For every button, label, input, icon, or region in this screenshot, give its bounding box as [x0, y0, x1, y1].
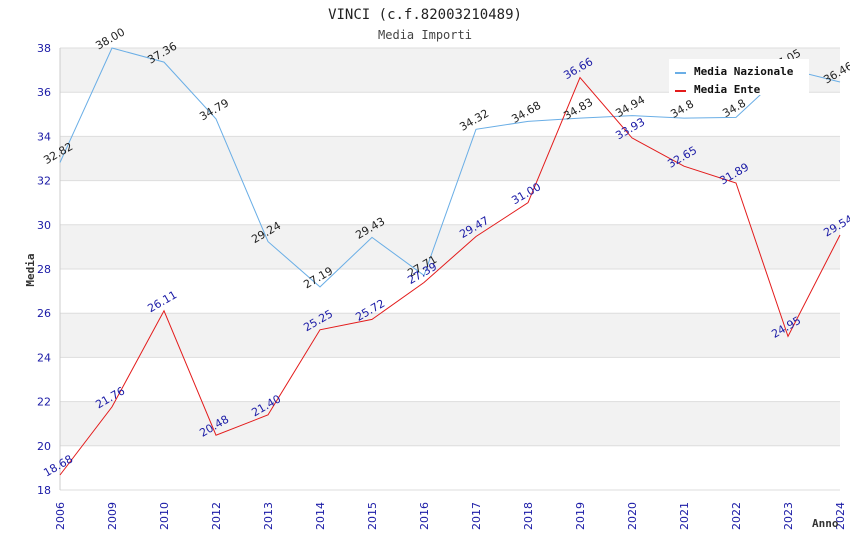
- x-tick-label: 2010: [158, 502, 171, 530]
- chart-title: VINCI (c.f.82003210489): [328, 7, 522, 23]
- x-tick-label: 2021: [678, 502, 691, 530]
- x-tick-label: 2013: [262, 502, 275, 530]
- y-tick-label: 26: [37, 307, 51, 320]
- plot-band: [60, 136, 840, 181]
- y-tick-label: 32: [37, 175, 51, 188]
- y-tick-label: 38: [37, 42, 51, 55]
- y-tick-label: 34: [37, 130, 51, 143]
- legend-label-nazionale: Media Nazionale: [694, 65, 794, 78]
- y-tick-label: 24: [37, 351, 51, 364]
- plot-band: [60, 401, 840, 446]
- x-tick-label: 2022: [730, 502, 743, 530]
- x-tick-label: 2014: [314, 502, 327, 530]
- x-tick-label: 2024: [834, 502, 847, 530]
- plot-band: [60, 224, 840, 269]
- x-tick-label: 2012: [210, 502, 223, 530]
- legend: Media Nazionale Media Ente: [669, 59, 809, 96]
- y-axis-ticks: 18 20 22 24 26 28 30 32 34 36 38: [37, 42, 51, 497]
- grid-lines: [59, 47, 840, 491]
- legend-label-ente: Media Ente: [694, 83, 761, 96]
- series-line-nazionale: [59, 47, 841, 288]
- x-axis-ticks: 2006 2009 2010 2012 2013 2014 2015 2016 2017 2018…: [54, 502, 847, 530]
- y-tick-label: 28: [37, 263, 51, 276]
- x-tick-label: 2019: [574, 502, 587, 530]
- series-lines: [59, 47, 841, 476]
- x-tick-label: 2015: [366, 502, 379, 530]
- x-tick-label: 2017: [470, 502, 483, 530]
- x-tick-label: 2023: [782, 502, 795, 530]
- y-tick-label: 20: [37, 440, 51, 453]
- x-tick-label: 2009: [106, 502, 119, 530]
- y-tick-label: 30: [37, 219, 51, 232]
- x-tick-label: 2018: [522, 502, 535, 530]
- chart-subtitle: Media Importi: [378, 28, 472, 42]
- legend-box: [669, 59, 809, 95]
- series-line-ente: [59, 76, 841, 476]
- y-tick-label: 22: [37, 396, 51, 409]
- y-tick-label: 36: [37, 86, 51, 99]
- y-axis-title: Media: [24, 253, 37, 286]
- plot-band: [60, 313, 840, 358]
- y-tick-label: 18: [37, 484, 51, 497]
- x-axis-title: Anno: [812, 517, 839, 530]
- x-tick-label: 2016: [418, 502, 431, 530]
- x-tick-label: 2020: [626, 502, 639, 530]
- x-tick-label: 2006: [54, 502, 67, 530]
